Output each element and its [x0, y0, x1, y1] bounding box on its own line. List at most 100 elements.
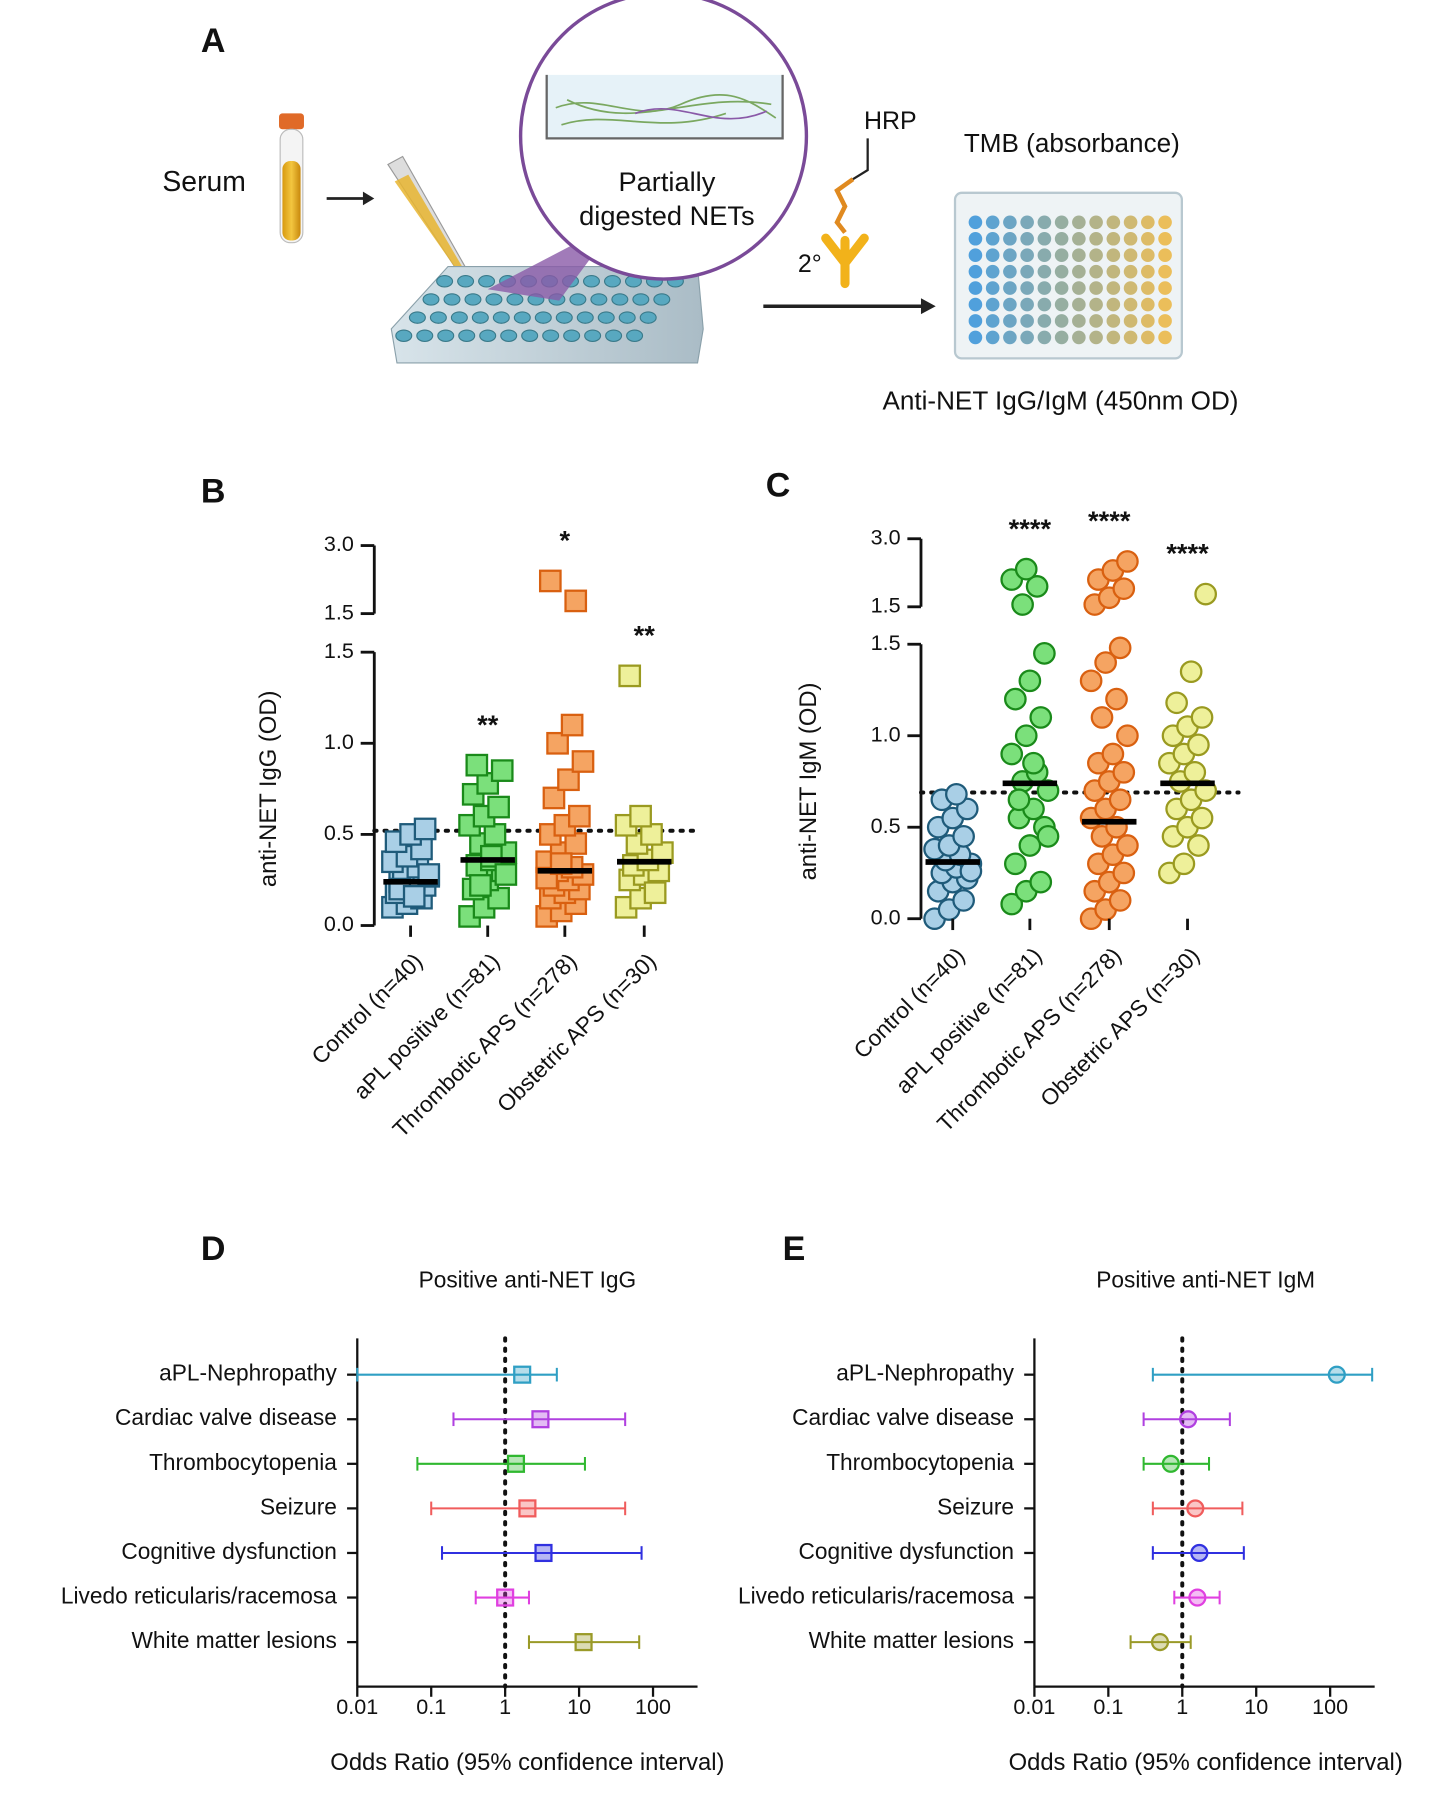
tmb-well [1123, 215, 1138, 230]
tmb-well [1141, 264, 1155, 279]
data-point [1029, 870, 1053, 894]
tmb-well [1003, 264, 1017, 279]
well-dot [416, 329, 434, 342]
tmb-well [1158, 231, 1172, 246]
data-point [1179, 660, 1203, 684]
antibody [821, 233, 869, 289]
tmb-well [1141, 248, 1155, 263]
hrp-linker [852, 138, 869, 181]
tmb-well [1158, 297, 1172, 312]
data-point [564, 589, 588, 613]
x-axis-label: Odds Ratio (95% confidence interval) [1009, 1749, 1403, 1776]
well-dot [603, 275, 621, 288]
serum-label: Serum [162, 166, 245, 198]
panel-a-diagram: A Serum Partially digested NETs HRP 2° T… [162, 0, 1238, 416]
odds-ratio-marker [1179, 1410, 1198, 1429]
tmb-well [1141, 297, 1155, 312]
bubble-text: digested NETs [579, 200, 754, 231]
tmb-well [985, 231, 1000, 246]
well-dot [464, 293, 482, 306]
substrate-label: TMB (absorbance) [964, 128, 1180, 158]
tmb-well [1020, 215, 1034, 230]
tmb-well [985, 215, 1000, 230]
tmb-well [1089, 215, 1103, 230]
data-point [538, 569, 562, 593]
x-tick-label: 0.01 [1013, 1694, 1055, 1719]
y-tick-label: Livedo reticularis/racemosa [738, 1583, 1014, 1609]
tmb-well [1089, 297, 1103, 312]
data-point [1004, 687, 1027, 711]
data-point [1101, 742, 1125, 766]
serum-fill [282, 161, 301, 241]
data-point [402, 885, 426, 908]
well-dot [563, 329, 581, 342]
data-point [1165, 691, 1188, 715]
well-dot [576, 311, 594, 324]
well-dot [429, 311, 447, 324]
tmb-well [1054, 215, 1069, 230]
tmb-well [1089, 231, 1103, 246]
odds-ratio-marker [1186, 1499, 1205, 1518]
odds-ratio-marker [574, 1633, 593, 1652]
well-dot [437, 329, 455, 342]
tmb-well [968, 297, 983, 312]
data-point [568, 804, 591, 828]
data-point [1112, 861, 1136, 885]
well-dot [542, 329, 560, 342]
tmb-well [968, 330, 983, 345]
odds-ratio-marker [506, 1454, 526, 1473]
tmb-well [1003, 281, 1017, 295]
tmb-well [1054, 297, 1069, 312]
data-point [643, 881, 667, 905]
well-dot [590, 293, 608, 306]
well-dot [605, 329, 623, 342]
data-point [1014, 724, 1038, 748]
odds-ratio-marker [1190, 1543, 1209, 1563]
y-tick-label: 0.0 [871, 904, 901, 929]
tmb-well [1054, 248, 1069, 263]
tmb-well [1089, 330, 1103, 345]
tmb-well [1072, 297, 1086, 312]
arrow-head [920, 298, 936, 315]
significance-label: ** [634, 619, 656, 650]
data-point [546, 731, 569, 755]
well-dot [458, 329, 476, 342]
well-dot [555, 311, 573, 324]
y-tick-label: 3.0 [871, 524, 901, 549]
data-point [1108, 636, 1132, 660]
well-dot [500, 329, 518, 342]
x-tick-label: 0.01 [336, 1694, 378, 1719]
odds-ratio-marker [513, 1365, 532, 1384]
y-tick-label: 1.5 [324, 599, 354, 624]
y-axis-label: anti-NET IgG (OD) [255, 691, 282, 888]
tmb-well [1003, 314, 1017, 328]
significance-label: **** [1166, 538, 1209, 569]
well-dot [582, 275, 600, 288]
y-tick-label: 1.5 [871, 592, 901, 617]
tmb-wells [968, 215, 1172, 345]
well-dot [395, 329, 413, 342]
significance-label: **** [1009, 513, 1052, 544]
tmb-well [1020, 314, 1034, 328]
chart-title: Positive anti-NET IgG [419, 1267, 637, 1293]
x-tick-label: 0.1 [416, 1694, 446, 1719]
x-tick-label: aPL positive (n=81) [348, 948, 504, 1104]
y-tick-label: 0.5 [324, 820, 354, 845]
y-tick-label: Livedo reticularis/racemosa [61, 1583, 337, 1609]
odds-ratio-marker [1327, 1365, 1346, 1384]
significance-label: **** [1088, 505, 1131, 536]
tmb-well [1020, 281, 1034, 295]
data-point [1116, 550, 1139, 573]
arrow-head [362, 191, 375, 206]
tmb-well [1089, 248, 1103, 263]
x-tick-label: 10 [567, 1694, 591, 1719]
well-dot [639, 311, 657, 324]
tmb-well [1158, 330, 1172, 345]
tmb-well [1106, 231, 1121, 246]
tmb-well [1106, 314, 1121, 328]
data-point [413, 817, 437, 841]
data-point [1025, 575, 1049, 598]
data-point [1194, 582, 1218, 606]
well-dot [597, 311, 615, 324]
y-tick-label: Cardiac valve disease [792, 1404, 1014, 1430]
